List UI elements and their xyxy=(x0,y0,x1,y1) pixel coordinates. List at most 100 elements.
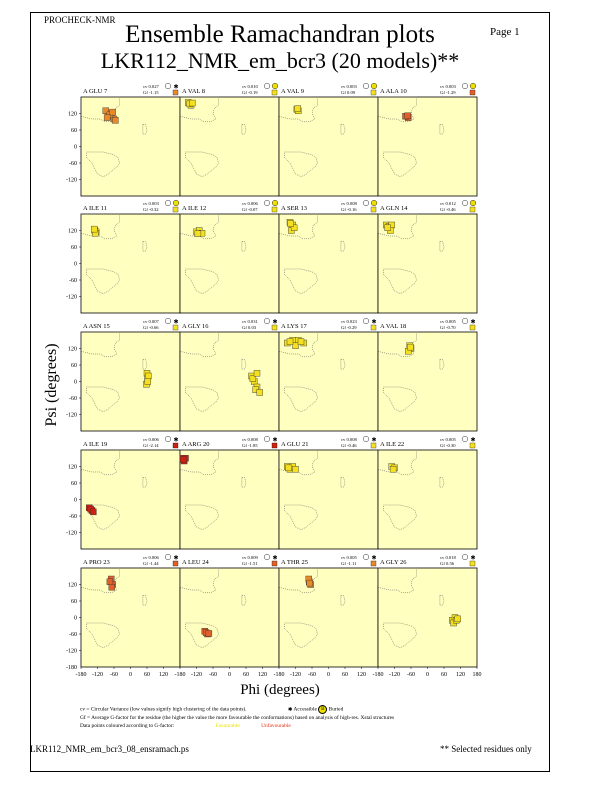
x-tick-label: 0 xyxy=(426,672,429,678)
gf-value: Gf 0.56 xyxy=(440,561,455,566)
data-point xyxy=(292,466,299,473)
gf-color-swatch xyxy=(172,324,179,331)
panel-background xyxy=(80,567,181,668)
allowed-region-outline xyxy=(241,359,247,370)
x-tick-label: -120 xyxy=(389,672,400,678)
y-tick-label: -120 xyxy=(66,178,77,184)
allowed-region-outline xyxy=(340,359,346,370)
allowed-region-outline xyxy=(86,622,120,649)
gf-value: Gf -1.11 xyxy=(341,561,357,566)
help-icon xyxy=(363,199,370,206)
legend-buried: Buried xyxy=(328,706,344,713)
allowed-region-outline xyxy=(241,595,247,606)
residue-label: A THR 25 xyxy=(281,559,308,566)
x-tick-label: 120 xyxy=(159,672,168,678)
x-tick-label: -60 xyxy=(308,672,316,678)
panel-background xyxy=(377,213,478,314)
help-icon xyxy=(462,554,469,561)
gf-color-swatch xyxy=(172,442,179,449)
residue-label: A ALA 10 xyxy=(380,88,407,95)
x-tick-label: -60 xyxy=(110,672,118,678)
allowed-region-outline xyxy=(142,595,148,606)
gf-value: Gf -0.46 xyxy=(341,443,357,448)
data-point xyxy=(454,615,461,623)
x-tick-label: 60 xyxy=(243,672,249,678)
x-axis-title: Phi (degrees) xyxy=(240,682,320,698)
help-icon xyxy=(363,82,370,89)
gf-color-swatch xyxy=(370,560,377,567)
y-tick-label: 0 xyxy=(74,498,77,504)
allowed-region-outline xyxy=(439,477,445,488)
panel-background xyxy=(80,449,181,550)
gf-color-swatch xyxy=(469,206,476,213)
allowed-region-outline xyxy=(284,504,318,531)
residue-label: A VAL 8 xyxy=(182,88,205,95)
page-subtitle: LKR112_NMR_em_bcr3 (20 models)** xyxy=(100,48,460,73)
allowed-region-outline xyxy=(383,268,417,295)
x-tick-label: 120 xyxy=(258,672,267,678)
data-point xyxy=(287,220,294,227)
y-tick-label: 60 xyxy=(71,363,77,369)
data-point xyxy=(112,117,119,124)
accessible-icon: ✱ xyxy=(174,319,179,326)
x-tick-label: 60 xyxy=(342,672,348,678)
allowed-region-outline xyxy=(179,96,219,123)
data-point xyxy=(306,579,313,587)
allowed-region-outline xyxy=(80,449,120,476)
data-point xyxy=(253,370,261,377)
residue-label: A ILE 11 xyxy=(83,205,107,212)
x-tick-label: -180 xyxy=(175,672,186,678)
gf-value: Gf -1.44 xyxy=(143,561,159,566)
y-tick-label: -60 xyxy=(69,161,77,167)
gf-color-swatch xyxy=(469,442,476,449)
data-point xyxy=(102,107,109,114)
footnote: ** Selected residues only xyxy=(440,744,532,754)
cv-value: cv 0.003 xyxy=(341,84,358,89)
allowed-region-outline xyxy=(185,622,219,649)
legend-coloured-text: Data points coloured according to G-fact… xyxy=(80,723,175,729)
gf-color-swatch xyxy=(469,324,476,331)
gf-color-swatch xyxy=(172,206,179,213)
accessible-icon: ✱ xyxy=(372,555,377,562)
help-icon xyxy=(462,199,469,206)
buried-icon xyxy=(470,199,477,206)
help-icon xyxy=(164,554,171,561)
accessible-icon: ✱ xyxy=(471,319,476,326)
gf-value: Gf 0.09 xyxy=(341,90,356,95)
allowed-region-outline xyxy=(179,213,219,240)
panel-background xyxy=(179,567,280,668)
data-point xyxy=(108,584,116,591)
cv-value: cv 0.006 xyxy=(143,555,160,560)
x-tick-label: -120 xyxy=(290,672,301,678)
legend-cv-text: cv = Circular Variance (low values signi… xyxy=(80,706,247,713)
allowed-region-outline xyxy=(80,567,120,594)
gf-value: Gf -0.32 xyxy=(143,207,159,212)
buried-icon xyxy=(172,199,179,206)
cv-value: cv 0.031 xyxy=(242,319,259,324)
panel-background xyxy=(179,449,280,550)
residue-label: A VAL 18 xyxy=(380,323,406,330)
allowed-region-outline xyxy=(377,449,417,476)
gf-value: Gf -0.16 xyxy=(341,207,357,212)
allowed-region-outline xyxy=(284,151,318,178)
cv-value: cv 0.008 xyxy=(341,201,358,206)
y-tick-label: -180 xyxy=(66,665,77,671)
data-point xyxy=(290,224,298,231)
panel-background xyxy=(179,331,280,432)
accessible-icon: ✱ xyxy=(273,319,278,326)
y-tick-label: -120 xyxy=(66,295,77,301)
x-tick-label: 0 xyxy=(129,672,132,678)
help-icon xyxy=(264,554,271,561)
data-point xyxy=(194,230,202,238)
data-point xyxy=(90,508,97,516)
gf-value: Gf -1.51 xyxy=(242,561,258,566)
